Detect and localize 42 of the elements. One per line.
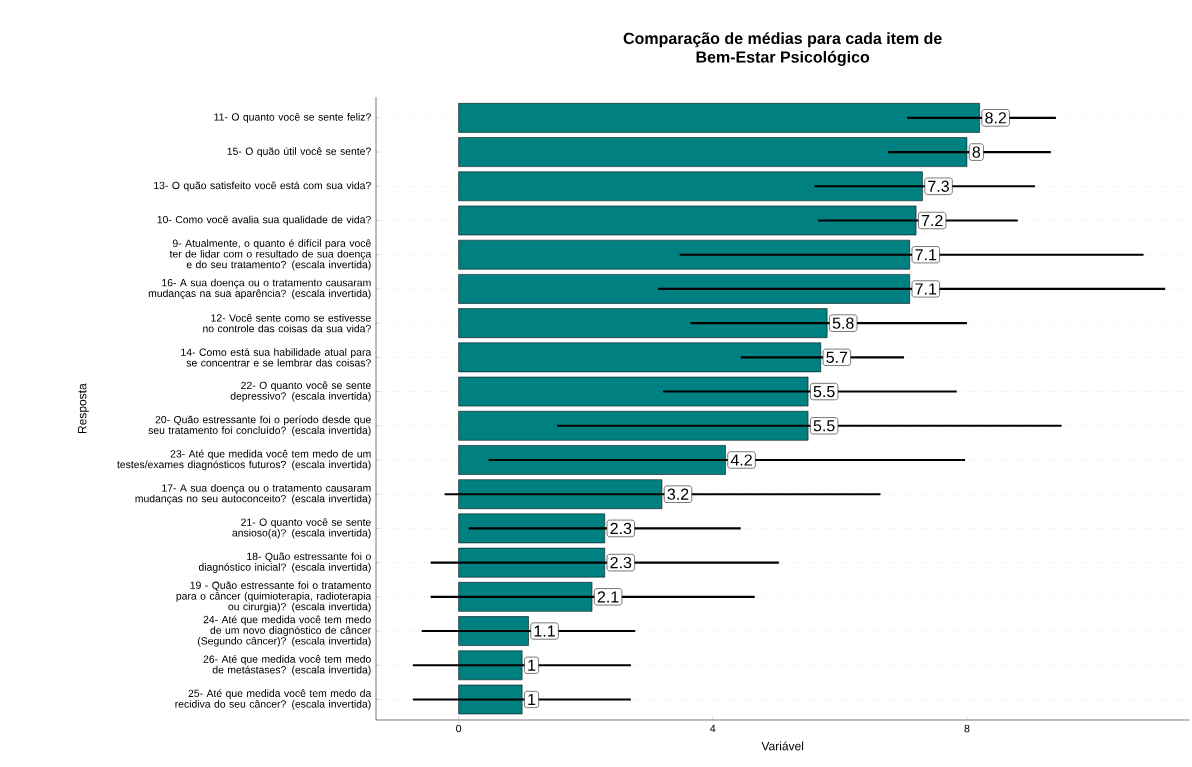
chart-title: Comparação de médias para cada item de Bem-Estar Psicológico bbox=[623, 32, 942, 67]
y-tick-label: 17- A sua doença ou o tratamento causaram mudanças no seu autoconceito? (escala invertida) bbox=[135, 484, 371, 505]
y-tick-label: 9- Atualmente, o quanto é difícil para você ter de lidar com o resultado de sua doença e do seu tratamento? (escala invertida) bbox=[169, 239, 372, 271]
data-label: 3.2 bbox=[667, 488, 689, 501]
data-label: 2.3 bbox=[610, 522, 632, 535]
data-label: 4.2 bbox=[730, 454, 752, 466]
y-tick-label: 24- Até que medida você tem medo de um novo diagnóstico de câncer (Segundo câncer)? (escala invertida) bbox=[197, 615, 372, 647]
data-label: 1 bbox=[528, 694, 536, 706]
y-tick-label: 26- Até que medida você tem medo de metástases? (escala invertida) bbox=[203, 655, 371, 676]
data-label: 5.7 bbox=[826, 351, 848, 364]
data-label: 5.5 bbox=[813, 420, 835, 432]
data-label: 2.3 bbox=[610, 557, 632, 569]
x-tick-label: 0 bbox=[456, 724, 462, 733]
y-tick-label: 23- Até que medida você tem medo de um testes/exames diagnósticos futuros? (escala invertida) bbox=[117, 449, 371, 471]
y-tick-label: 16- A sua doença ou o tratamento causaram mudanças na sua aparência? (escala invertida) bbox=[148, 278, 371, 300]
y-tick-label: 22- O quanto você se sente depressivo? (escala invertida) bbox=[230, 381, 371, 402]
x-axis-title: Variável bbox=[761, 741, 804, 751]
y-tick-label: 10- Como você avalia sua qualidade de vida? bbox=[157, 215, 371, 226]
data-label: 7.3 bbox=[928, 180, 949, 193]
data-label: 1.1 bbox=[534, 625, 555, 637]
data-label: 7.1 bbox=[915, 249, 937, 261]
y-tick-label: 12- Você sente como se estivesse no controle das coisas da sua vida? bbox=[203, 314, 371, 333]
y-tick-label: 21- O quanto você se sente ansioso(a)? (escala invertida) bbox=[232, 518, 371, 539]
y-tick-label: 15- O quão útil você se sente? bbox=[227, 147, 371, 158]
y-tick-label: 14- Como está sua habilidade atual para se concentrar e se lembrar das coisas? bbox=[181, 348, 372, 367]
y-tick-label: 11- O quanto você se sente feliz? bbox=[214, 113, 371, 123]
y-tick-label: 20- Quão estressante foi o período desde que seu tratamento foi concluído? (escala invertida) bbox=[148, 415, 371, 437]
data-label: 1 bbox=[528, 659, 536, 671]
x-tick-label: 8 bbox=[964, 724, 970, 733]
data-label: 8.2 bbox=[985, 112, 1007, 124]
y-tick-label: 18- Quão estressante foi o diagnóstico inicial? (escala invertida) bbox=[198, 552, 371, 573]
data-label: 8 bbox=[972, 146, 981, 158]
data-label: 5.8 bbox=[832, 317, 854, 329]
y-tick-label: 19 - Quão estressante foi o tratamento para o câncer (quimioterapia, radioterapia ou cirurgia)? (escala invertida) bbox=[176, 581, 372, 613]
x-tick-label: 4 bbox=[710, 724, 716, 733]
data-label: 7.1 bbox=[915, 283, 937, 295]
data-label: 5.5 bbox=[813, 386, 835, 398]
data-label: 2.1 bbox=[597, 591, 619, 603]
y-tick-label: 25- Até que medida você tem medo da recidiva do seu câncer? (escala invertida) bbox=[175, 689, 372, 710]
data-label: 7.2 bbox=[921, 215, 943, 227]
y-axis-title: Resposta bbox=[78, 383, 89, 434]
y-tick-label: 13- O quão satisfeito você está com sua vida? bbox=[154, 181, 371, 192]
